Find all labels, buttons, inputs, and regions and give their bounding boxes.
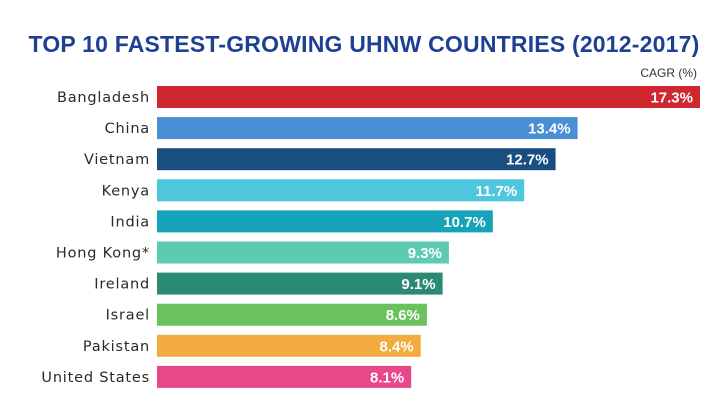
bar-india <box>157 210 493 233</box>
bar-united-states <box>157 365 412 388</box>
value-label: 8.4% <box>379 338 413 355</box>
category-label: Israel <box>106 308 150 324</box>
value-label: 8.6% <box>386 307 420 324</box>
category-label: United States <box>41 370 150 386</box>
unit-label: CAGR (%) <box>640 66 697 80</box>
category-label: India <box>110 214 150 230</box>
value-label: 9.3% <box>408 245 442 262</box>
category-label: China <box>105 121 150 137</box>
value-label: 13.4% <box>528 121 571 138</box>
bar-ireland <box>157 272 443 295</box>
bar-hong-kong <box>157 241 449 264</box>
category-label: Bangladesh <box>57 90 150 106</box>
bar-israel <box>157 303 427 326</box>
category-label: Ireland <box>94 277 150 293</box>
value-label: 11.7% <box>475 183 517 200</box>
value-label: 8.1% <box>370 369 404 386</box>
category-label: Pakistan <box>83 339 150 355</box>
bars-group: Bangladesh 17.3% China 13.4% Vietnam 12.7% Ken… <box>41 86 700 388</box>
bar-vietnam <box>157 148 556 171</box>
value-label: 12.7% <box>506 152 549 169</box>
category-label: Hong Kong* <box>56 246 150 262</box>
chart-title: TOP 10 FASTEST-GROWING UHNW COUNTRIES (2… <box>29 31 700 57</box>
category-label: Kenya <box>102 183 150 199</box>
bar-pakistan <box>157 334 421 357</box>
bar-china <box>157 117 578 140</box>
bar-bangladesh <box>157 86 700 108</box>
value-label: 9.1% <box>401 276 435 293</box>
value-label: 17.3% <box>650 90 693 107</box>
value-label: 10.7% <box>443 214 486 231</box>
bar-kenya <box>157 179 525 202</box>
category-label: Vietnam <box>84 152 150 168</box>
